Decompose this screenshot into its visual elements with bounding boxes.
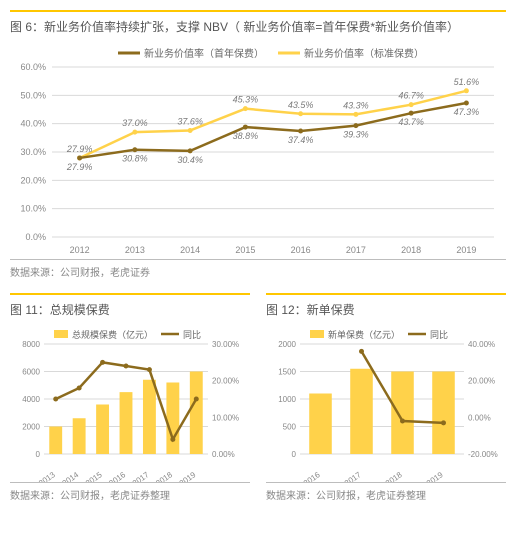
svg-text:30.4%: 30.4% (177, 155, 203, 165)
svg-text:50.0%: 50.0% (20, 90, 46, 100)
svg-text:2013: 2013 (125, 245, 145, 255)
svg-text:1500: 1500 (278, 368, 296, 377)
fig11: 图 11：总规模保费 总规模保费（亿元） 同比 0 2000 4000 6000 8000 0… (10, 293, 250, 516)
svg-text:20.00%: 20.00% (212, 377, 239, 386)
svg-text:2018: 2018 (401, 245, 421, 255)
svg-text:2016: 2016 (302, 470, 322, 482)
svg-text:10.00%: 10.00% (212, 413, 239, 422)
svg-text:4000: 4000 (22, 395, 40, 404)
svg-text:0.0%: 0.0% (25, 232, 46, 242)
svg-text:2014: 2014 (61, 470, 81, 482)
fig6-chart: 新业务价值率（首年保费） 新业务价值率（标准保费） 0.0% 10.0% 20.0% 30… (10, 39, 506, 259)
svg-text:2014: 2014 (180, 245, 200, 255)
svg-text:27.9%: 27.9% (66, 144, 93, 154)
fig-row: 图 11：总规模保费 总规模保费（亿元） 同比 0 2000 4000 6000 8000 0… (10, 293, 506, 516)
svg-text:40.0%: 40.0% (20, 119, 46, 129)
svg-text:30.8%: 30.8% (122, 154, 148, 164)
svg-text:新单保费（亿元）: 新单保费（亿元） (328, 329, 400, 340)
svg-text:2013: 2013 (37, 470, 57, 482)
svg-text:38.8%: 38.8% (233, 131, 259, 141)
svg-text:新业务价值率（标准保费）: 新业务价值率（标准保费） (304, 47, 424, 60)
svg-text:2017: 2017 (346, 245, 366, 255)
fig11-title: 图 11：总规模保费 (10, 293, 250, 322)
fig12-chart: 新单保费（亿元） 同比 0 500 1000 1500 2000 -20.00% 0.00% 20… (266, 322, 506, 482)
svg-text:同比: 同比 (183, 329, 201, 340)
fig12: 图 12：新单保费 新单保费（亿元） 同比 0 500 1000 1500 2000 -20.… (266, 293, 506, 516)
svg-text:1000: 1000 (278, 395, 296, 404)
svg-text:37.6%: 37.6% (177, 116, 203, 126)
svg-text:2012: 2012 (70, 245, 90, 255)
svg-text:47.3%: 47.3% (454, 107, 480, 117)
svg-text:500: 500 (283, 423, 297, 432)
svg-text:2000: 2000 (278, 340, 296, 349)
svg-text:0: 0 (292, 450, 297, 459)
svg-text:2018: 2018 (154, 470, 174, 482)
svg-text:40.00%: 40.00% (468, 340, 495, 349)
svg-text:2015: 2015 (235, 245, 255, 255)
svg-text:0: 0 (36, 450, 41, 459)
fig6: 图 6：新业务价值率持续扩张，支撑 NBV（ 新业务价值率=首年保费*新业务价值… (10, 10, 506, 279)
svg-text:60.0%: 60.0% (20, 62, 46, 72)
svg-text:39.3%: 39.3% (343, 130, 369, 140)
svg-text:46.7%: 46.7% (398, 91, 424, 101)
svg-text:2019: 2019 (178, 470, 198, 482)
svg-text:2019: 2019 (425, 470, 445, 482)
fig12-source: 数据来源：公司财报，老虎证券整理 (266, 482, 506, 502)
svg-text:37.4%: 37.4% (288, 135, 314, 145)
svg-text:2016: 2016 (107, 470, 127, 482)
svg-text:2018: 2018 (384, 470, 404, 482)
svg-text:2017: 2017 (131, 470, 151, 482)
svg-text:0.00%: 0.00% (468, 413, 491, 422)
svg-text:45.3%: 45.3% (233, 95, 259, 105)
svg-text:30.00%: 30.00% (212, 340, 239, 349)
svg-text:8000: 8000 (22, 340, 40, 349)
svg-text:2017: 2017 (343, 470, 363, 482)
svg-text:0.00%: 0.00% (212, 450, 235, 459)
svg-text:6000: 6000 (22, 368, 40, 377)
fig12-title: 图 12：新单保费 (266, 293, 506, 322)
svg-text:新业务价值率（首年保费）: 新业务价值率（首年保费） (144, 47, 264, 60)
fig11-source: 数据来源：公司财报，老虎证券整理 (10, 482, 250, 502)
svg-text:2000: 2000 (22, 423, 40, 432)
svg-text:2015: 2015 (84, 470, 104, 482)
fig6-source: 数据来源：公司财报，老虎证券 (10, 259, 506, 279)
svg-text:2019: 2019 (456, 245, 476, 255)
svg-text:30.0%: 30.0% (20, 147, 46, 157)
svg-text:43.3%: 43.3% (343, 100, 369, 110)
svg-text:43.7%: 43.7% (398, 117, 424, 127)
svg-text:51.6%: 51.6% (454, 77, 480, 87)
svg-text:同比: 同比 (430, 329, 448, 340)
fig6-title: 图 6：新业务价值率持续扩张，支撑 NBV（ 新业务价值率=首年保费*新业务价值… (10, 10, 506, 39)
svg-text:20.0%: 20.0% (20, 175, 46, 185)
svg-text:2016: 2016 (291, 245, 311, 255)
svg-text:20.00%: 20.00% (468, 377, 495, 386)
svg-text:43.5%: 43.5% (288, 100, 314, 110)
fig11-chart: 总规模保费（亿元） 同比 0 2000 4000 6000 8000 0.00% 10.00% 2… (10, 322, 250, 482)
svg-text:10.0%: 10.0% (20, 204, 46, 214)
svg-text:27.9%: 27.9% (66, 162, 93, 172)
svg-text:总规模保费（亿元）: 总规模保费（亿元） (72, 329, 153, 340)
svg-text:-20.00%: -20.00% (468, 450, 498, 459)
svg-text:37.0%: 37.0% (122, 118, 148, 128)
